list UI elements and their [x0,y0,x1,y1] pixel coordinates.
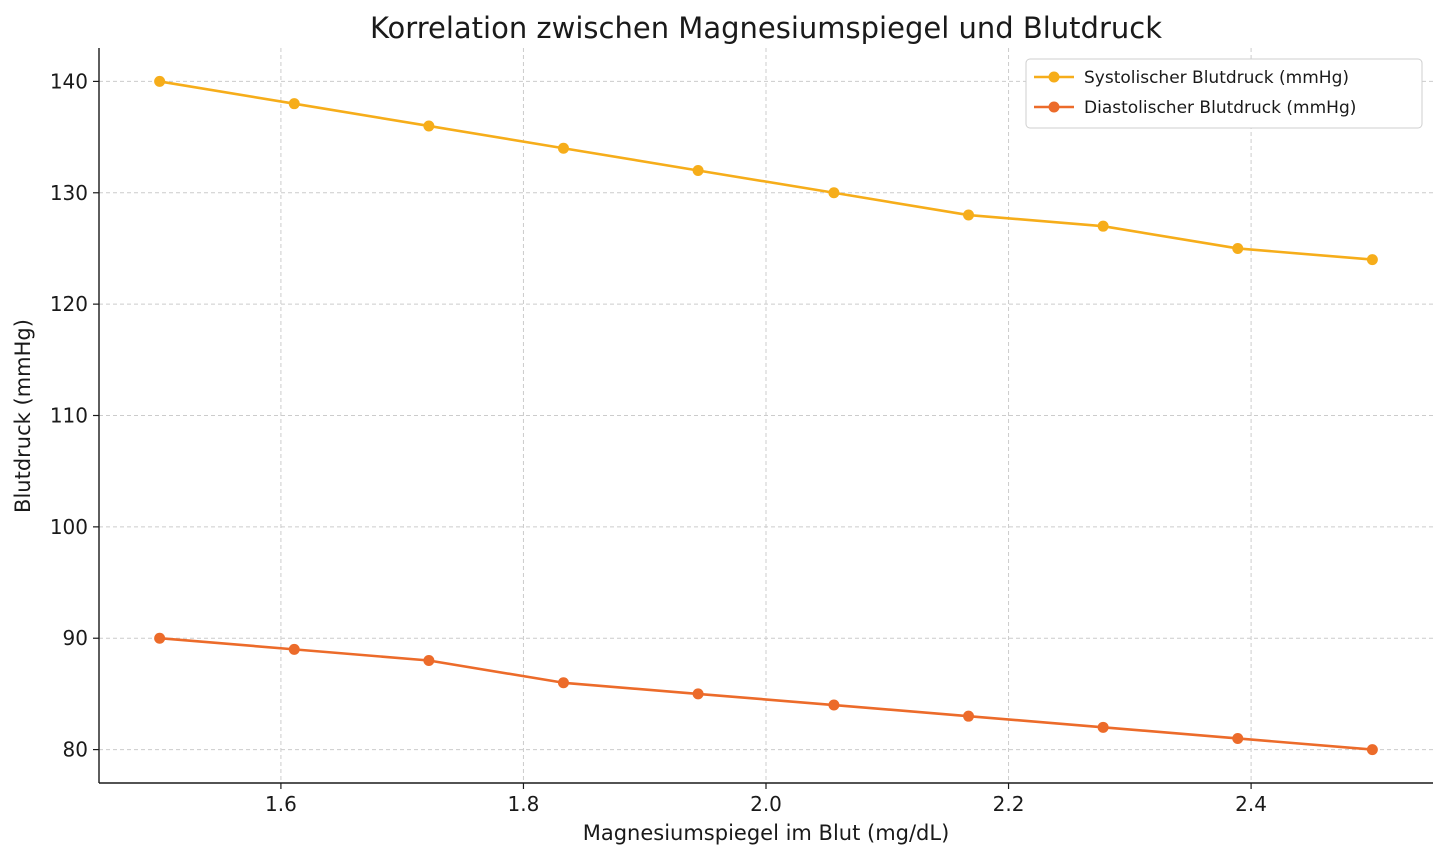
data-point [154,632,166,644]
legend-box [1025,58,1423,129]
series-layer [154,75,1378,756]
y-ticks: 80 90 100 110 120 130 140 [50,69,99,762]
y-tick-label: 100 [50,515,88,539]
series-line [159,80,1373,261]
data-point [557,677,569,689]
data-point [963,710,975,722]
x-ticks: 1.6 1.8 2.0 2.2 2.4 [265,783,1267,816]
data-point [288,643,300,655]
x-tick-label: 1.6 [265,792,297,816]
data-point [423,655,435,666]
data-point [828,187,840,199]
data-point [557,142,569,154]
data-point [1097,220,1109,232]
series-2 [154,632,1378,756]
y-tick-label: 120 [50,292,88,316]
data-point [288,98,300,110]
legend: Systolischer Blutdruck (mmHg) Diastolisch… [1025,58,1423,129]
legend-label: Systolischer Blutdruck (mmHg) [1084,68,1349,88]
data-point [1366,254,1378,266]
y-axis-label: Blutdruck (mmHg) [11,319,35,513]
series-1 [154,75,1378,266]
data-point [1097,721,1109,733]
legend-swatch-marker [1048,101,1060,113]
legend-swatch-marker [1048,71,1060,83]
data-point [1366,744,1378,756]
grid [99,48,1433,783]
data-point [1232,732,1244,744]
data-point [692,165,704,176]
legend-item: Diastolischer Blutdruck (mmHg) [1034,98,1356,118]
x-tick-label: 2.4 [1235,792,1267,816]
legend-item: Systolischer Blutdruck (mmHg) [1034,68,1349,88]
y-tick-label: 90 [63,626,88,650]
x-axis-label: Magnesiumspiegel im Blut (mg/dL) [583,821,950,845]
y-tick-label: 140 [50,69,88,93]
x-tick-label: 1.8 [508,792,540,816]
x-tick-label: 2.2 [993,792,1025,816]
series-line [159,636,1373,751]
data-point [1232,242,1244,254]
data-point [692,688,704,700]
data-point [423,120,435,132]
y-tick-label: 110 [50,404,88,428]
y-tick-label: 80 [63,738,88,762]
chart-title: Korrelation zwischen Magnesiumspiegel un… [370,11,1162,45]
y-tick-label: 130 [50,181,88,205]
legend-label: Diastolischer Blutdruck (mmHg) [1084,98,1356,118]
data-point [828,699,840,711]
data-point [963,209,975,221]
x-tick-label: 2.0 [750,792,782,816]
data-point [154,75,166,87]
